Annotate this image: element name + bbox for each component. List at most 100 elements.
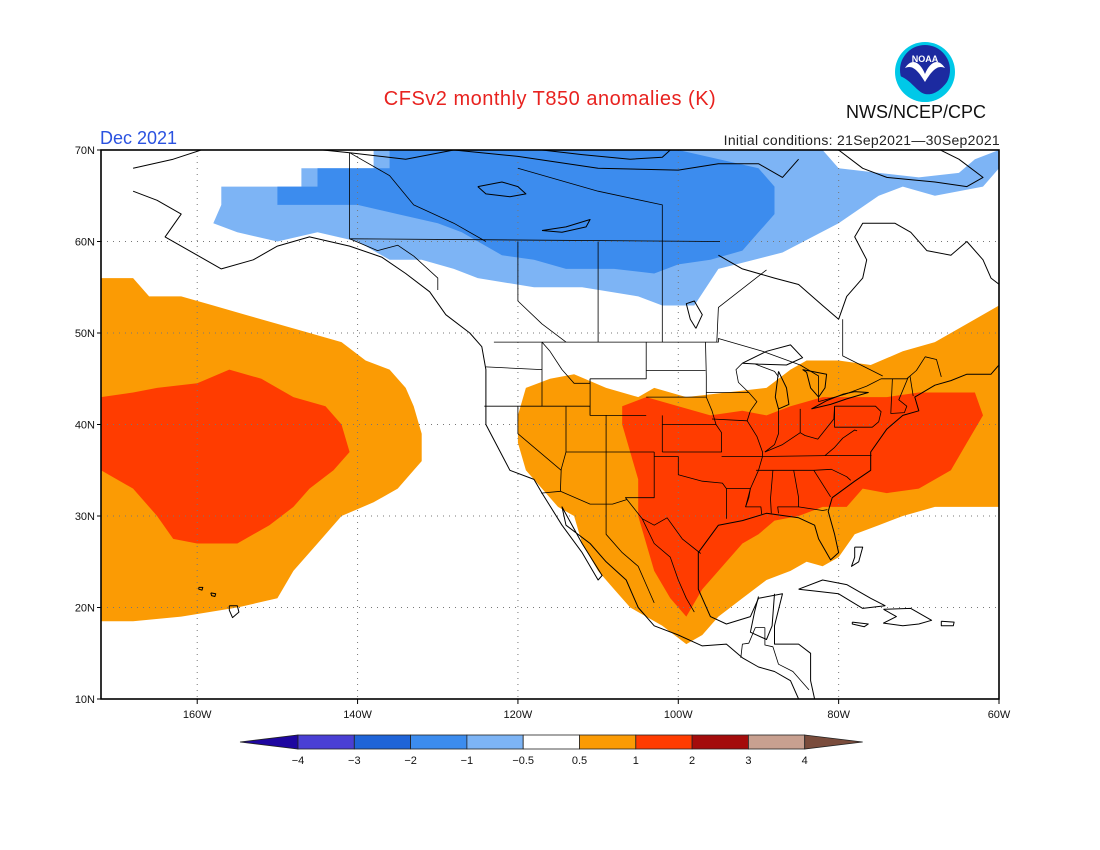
border-michigan-wisconsin bbox=[755, 363, 779, 378]
border-canada-60n bbox=[349, 238, 721, 242]
border-minnesota-iowa bbox=[706, 362, 750, 393]
coastline-cuba bbox=[798, 579, 886, 609]
longitude-tick-label: 100W bbox=[664, 709, 693, 721]
logo-inner-disc bbox=[900, 45, 950, 95]
coastline-lake-michigan bbox=[774, 371, 790, 410]
border-ms-al bbox=[770, 470, 774, 514]
coastlines bbox=[132, 150, 999, 699]
border-nebraska-kansas bbox=[662, 396, 717, 425]
border-bc-alberta bbox=[517, 241, 567, 343]
border-new-york-new-england bbox=[890, 376, 909, 414]
latitude-tick-label: 20N bbox=[75, 603, 95, 615]
colorbar-label: 1 bbox=[633, 755, 639, 767]
colorbar-label: −3 bbox=[348, 755, 361, 767]
coastline-lake-superior bbox=[742, 344, 804, 366]
colorbar-bin bbox=[297, 734, 355, 750]
border-indiana-ohio bbox=[799, 406, 835, 440]
border-mexico-states-east bbox=[641, 518, 695, 613]
longitude-tick-label: 120W bbox=[504, 709, 533, 721]
border-kansas-oklahoma bbox=[662, 424, 722, 453]
border-mexico-guatemala-border bbox=[740, 627, 765, 658]
border-us-canada-border bbox=[493, 338, 942, 403]
coastline-great-bear-lake bbox=[477, 181, 527, 198]
border-illinois-indiana bbox=[764, 408, 779, 453]
coastline-baffin-island bbox=[838, 150, 984, 188]
coastline-kauai bbox=[198, 586, 204, 591]
logo-bird bbox=[905, 61, 945, 82]
border-ontario-quebec bbox=[842, 319, 883, 377]
latitude-tick-label: 40N bbox=[75, 420, 95, 432]
colorbar-label: 0.5 bbox=[572, 755, 587, 767]
colorbar-low-arrow bbox=[239, 734, 299, 750]
latitude-tick-label: 70N bbox=[75, 145, 95, 157]
latitude-axis: 10N 20N 30N 40N 50N 60N 70N bbox=[75, 145, 101, 706]
coastline-yucatan-belize bbox=[749, 593, 775, 640]
colorbar-bin bbox=[691, 734, 749, 750]
coastline-jamaica bbox=[851, 621, 869, 628]
coastline-north-america-east-coast bbox=[697, 364, 999, 699]
border-yukon-nwt bbox=[349, 152, 487, 242]
colorbar-label: 3 bbox=[745, 755, 751, 767]
logo-wave bbox=[900, 76, 950, 102]
border-iowa-missouri bbox=[711, 392, 758, 422]
border-nevada-utah bbox=[560, 406, 567, 492]
coastline-lake-erie-ontario bbox=[811, 391, 869, 410]
latitude-tick-label: 30N bbox=[75, 511, 95, 523]
colorbar-label: 2 bbox=[689, 755, 695, 767]
colorbar-bin bbox=[635, 734, 693, 750]
coastline-great-slave-lake bbox=[541, 219, 591, 233]
coastline-lake-winnipeg bbox=[685, 300, 703, 329]
border-georgia-florida bbox=[798, 506, 828, 511]
border-sd-nebraska bbox=[646, 342, 707, 398]
border-mexico-states-west bbox=[605, 504, 655, 604]
map-title: CFSv2 monthly T850 anomalies (K) bbox=[383, 88, 717, 110]
border-ontario-manitoba bbox=[716, 269, 767, 343]
border-virginia-wv bbox=[824, 429, 858, 456]
anomaly-fills bbox=[101, 150, 999, 645]
coastline-puerto-rico bbox=[940, 620, 955, 627]
anomaly-region-continental-hot bbox=[622, 392, 983, 617]
organization-label: NWS/NCEP/CPC bbox=[846, 102, 987, 122]
coastline-hawaii-oahu bbox=[210, 592, 217, 597]
coastline-victoria-island bbox=[541, 150, 671, 160]
coastline-bahamas bbox=[851, 546, 864, 567]
border-nwt-nunavut bbox=[517, 167, 663, 242]
coastline-hudson-bay bbox=[718, 222, 999, 320]
colorbar-bin bbox=[466, 734, 524, 750]
border-mississippi-river bbox=[745, 420, 763, 508]
border-ohio-river bbox=[764, 432, 801, 453]
border-maine-nh bbox=[909, 375, 914, 397]
border-nm-tx bbox=[625, 452, 655, 500]
border-washington-oregon bbox=[485, 342, 543, 371]
longitude-axis: 160W 140W 120W 100W 80W 60W bbox=[183, 699, 1011, 721]
colorbar-label: 4 bbox=[802, 755, 808, 767]
longitude-tick-label: 80W bbox=[827, 709, 850, 721]
colorbar-high-arrow bbox=[804, 734, 863, 750]
coastline-hawaii-big-island bbox=[228, 605, 240, 619]
political-borders bbox=[349, 152, 942, 691]
colorbar-label: −0.5 bbox=[512, 755, 534, 767]
anomaly-region-pacific-hot bbox=[101, 369, 350, 544]
colorbar-bin bbox=[353, 734, 411, 750]
coastline-arctic-coast bbox=[132, 150, 799, 178]
logo-text: NOAA bbox=[912, 54, 939, 64]
longitude-tick-label: 140W bbox=[343, 709, 372, 721]
border-us-mexico-border bbox=[541, 490, 701, 554]
longitude-tick-label: 60W bbox=[988, 709, 1011, 721]
latitude-tick-label: 50N bbox=[75, 328, 95, 340]
longitude-tick-label: 160W bbox=[183, 709, 212, 721]
initial-conditions-label: Initial conditions: 21Sep2021—30Sep2021 bbox=[723, 132, 1000, 148]
colorbar-label: −1 bbox=[461, 755, 474, 767]
forecast-period-label: Dec 2021 bbox=[100, 128, 178, 148]
colorbar-bin bbox=[410, 734, 468, 750]
border-california-nevada bbox=[517, 406, 562, 471]
colorbar-legend: −4 −3 −2 −1 −0.5 0.5 1 2 3 4 bbox=[239, 734, 863, 767]
colorbar-bin bbox=[522, 734, 580, 750]
coastline-hispaniola bbox=[883, 607, 933, 627]
noaa-logo-icon: NOAA bbox=[895, 42, 955, 102]
colorbar-bin bbox=[579, 734, 637, 750]
border-central-america-borders bbox=[764, 627, 810, 691]
colorbar-label: −4 bbox=[292, 755, 305, 767]
colorbar-label: −2 bbox=[404, 755, 417, 767]
